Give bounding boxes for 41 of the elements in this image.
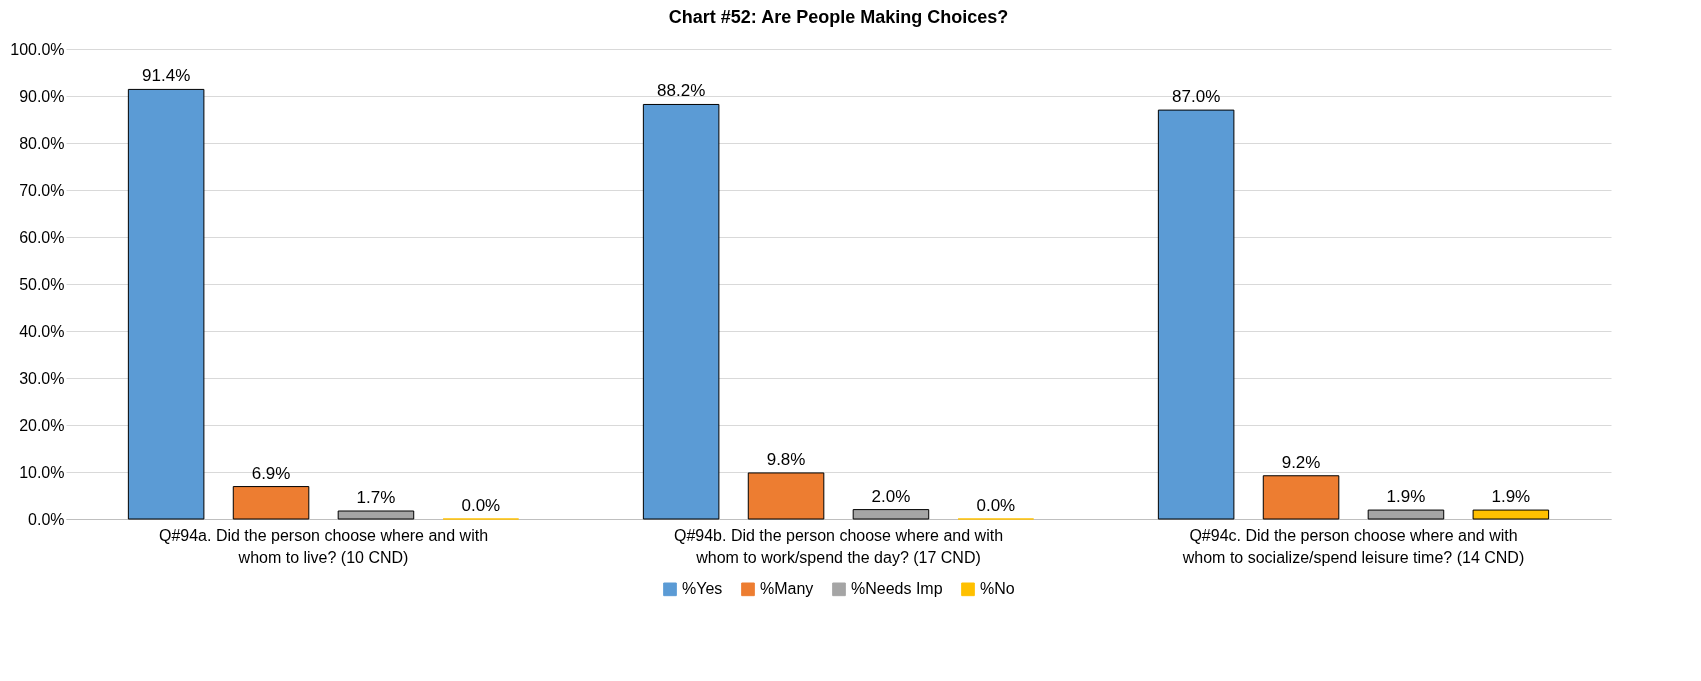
y-tick-label: 30.0% [19, 369, 65, 387]
data-label: 1.9% [1386, 487, 1426, 507]
y-tick-label: 20.0% [19, 416, 65, 434]
data-label: 0.0% [461, 496, 501, 515]
data-label: 2.0% [871, 486, 911, 506]
bar [232, 486, 310, 520]
bar [642, 103, 720, 520]
data-label: 91.4% [142, 66, 191, 86]
data-label: 1.9% [1491, 487, 1531, 507]
data-label: 88.2% [657, 81, 706, 101]
bar [1262, 475, 1340, 520]
data-label: 6.9% [251, 463, 291, 483]
data-label: 9.8% [766, 449, 806, 469]
bar [337, 510, 415, 520]
y-tick-label: 70.0% [19, 181, 65, 199]
y-tick-label: 80.0% [19, 134, 65, 152]
x-tick-label: Q#94a. Did the person choose where and with whom to live? (10 CND) [158, 526, 489, 566]
x-tick-label: Q#94b. Did the person choose where and with whom to work/spend the day? (17 CND) [673, 526, 1004, 566]
y-tick-label: 50.0% [19, 275, 65, 293]
chart-title: Chart #52: Are People Making Choices? [668, 7, 1009, 27]
y-tick-label: 40.0% [19, 322, 65, 340]
data-label: 87.0% [1172, 87, 1221, 107]
bar [1157, 109, 1235, 520]
data-label: 1.7% [356, 488, 396, 508]
legend-label: %Needs Imp [851, 580, 943, 598]
legend-label: %Yes [682, 580, 723, 598]
x-tick-label: Q#94c. Did the person choose where and with whom to socialize/spend leisure time? (14 CND) [1181, 526, 1525, 566]
y-tick-label: 60.0% [19, 228, 65, 246]
y-tick-label: 0.0% [28, 510, 65, 528]
legend-label: %No [980, 580, 1015, 598]
y-tick-label: 10.0% [19, 463, 65, 481]
y-tick-label: 100.0% [10, 40, 65, 58]
bar [127, 88, 205, 520]
y-tick-label: 90.0% [19, 87, 65, 105]
legend-label: %Many [760, 580, 814, 598]
data-label: 0.0% [976, 496, 1016, 515]
bar [1472, 509, 1550, 520]
bar [1367, 509, 1445, 520]
bar [852, 509, 930, 520]
data-label: 9.2% [1281, 452, 1321, 472]
bar [747, 472, 825, 520]
